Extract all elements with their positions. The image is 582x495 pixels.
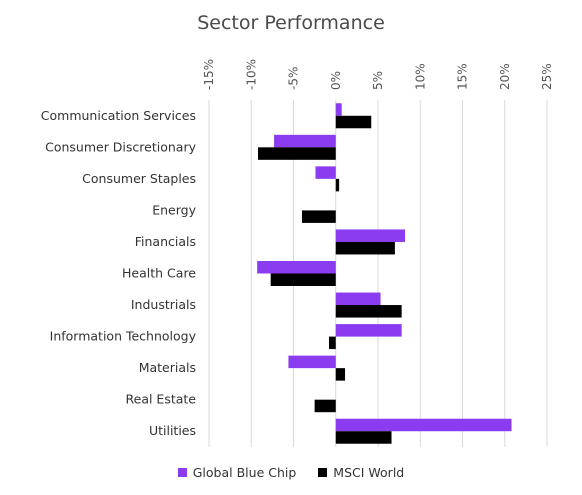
category-label: Consumer Staples (82, 171, 196, 186)
x-tick-label: 10% (413, 63, 427, 90)
bar-series-0 (257, 261, 336, 274)
bar-series-0 (335, 292, 381, 306)
bar-series-1 (258, 147, 336, 160)
bar-series-1 (270, 273, 336, 286)
bars (257, 103, 512, 444)
legend-item-series-1: MSCI World (318, 465, 404, 480)
x-tick-label: 15% (456, 63, 470, 90)
x-axis-ticks: -15% -10% -5% 0% 5% 10% 15% 20% 25% (202, 59, 554, 90)
legend-label-series-0: Global Blue Chip (192, 465, 297, 480)
bar-series-0 (335, 103, 342, 116)
legend-item-series-0: Global Blue Chip (177, 465, 297, 480)
category-label: Health Care (122, 266, 196, 281)
bar-series-1 (335, 115, 372, 129)
bar-series-0 (335, 418, 512, 432)
x-tick-label: -15% (202, 59, 216, 90)
bar-series-1 (335, 431, 392, 444)
bar-series-1 (335, 178, 340, 192)
bar-series-0 (274, 134, 336, 148)
x-tick-label: -10% (244, 59, 258, 90)
x-tick-label: 20% (498, 63, 512, 90)
bar-series-0 (335, 229, 406, 242)
chart-title: Sector Performance (197, 12, 385, 34)
legend-swatch-series-0 (177, 468, 187, 477)
bar-series-1 (301, 210, 336, 223)
bar-series-0 (315, 166, 336, 179)
bar-series-1 (335, 368, 346, 381)
bar-series-0 (335, 324, 402, 337)
bar-series-1 (314, 399, 336, 413)
legend-label-series-1: MSCI World (333, 465, 405, 480)
bar-series-1 (335, 241, 395, 255)
category-label: Information Technology (50, 329, 197, 344)
bar-series-1 (335, 305, 402, 318)
x-tick-label: 5% (371, 71, 385, 90)
bar-series-0 (288, 355, 336, 369)
category-label: Financials (135, 234, 196, 249)
category-label: Energy (152, 202, 196, 217)
category-labels: Communication Services Consumer Discretio… (41, 108, 197, 438)
category-label: Consumer Discretionary (45, 139, 196, 154)
legend: Global Blue Chip MSCI World (0, 465, 582, 480)
x-tick-label: 0% (329, 71, 343, 90)
legend-swatch-series-1 (318, 468, 328, 477)
category-label: Utilities (149, 423, 196, 438)
category-label: Industrials (131, 297, 196, 312)
category-label: Communication Services (41, 108, 196, 123)
bar-series-1 (328, 336, 336, 350)
x-tick-label: -5% (287, 67, 301, 90)
category-label: Real Estate (126, 392, 197, 407)
category-label: Materials (139, 360, 196, 375)
x-tick-label: 25% (540, 63, 554, 90)
